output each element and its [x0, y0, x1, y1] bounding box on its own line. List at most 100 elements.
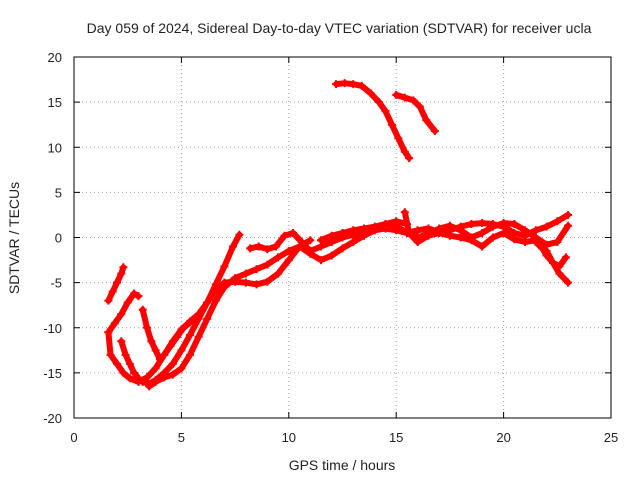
data-point — [488, 222, 497, 231]
data-point — [168, 370, 177, 379]
data-point — [297, 238, 306, 247]
data-point — [413, 226, 422, 235]
data-point — [424, 231, 433, 240]
data-point — [168, 359, 177, 368]
chart-title: Day 059 of 2024, Sidereal Day-to-day VTE… — [87, 20, 592, 36]
data-point — [370, 222, 379, 231]
data-point — [185, 317, 194, 326]
data-point — [456, 233, 465, 242]
data-point — [151, 364, 160, 373]
data-point — [220, 262, 229, 271]
data-point — [121, 350, 130, 359]
data-point — [392, 222, 401, 231]
data-point — [332, 80, 341, 89]
data-point — [203, 314, 212, 323]
data-point — [117, 337, 126, 346]
data-point — [125, 374, 134, 383]
y-tick-label: -5 — [50, 276, 62, 291]
data-point — [160, 373, 169, 382]
data-point — [147, 337, 156, 346]
data-point — [134, 374, 143, 383]
data-point — [338, 228, 347, 237]
data-point — [274, 253, 283, 262]
data-point — [185, 350, 194, 359]
data-point — [521, 238, 530, 247]
data-point — [564, 221, 573, 230]
data-point — [125, 359, 134, 368]
data-point — [134, 292, 143, 301]
data-point — [366, 89, 375, 98]
data-point — [211, 285, 220, 294]
data-point — [445, 221, 454, 230]
data-point — [349, 238, 358, 247]
data-point — [510, 219, 519, 228]
data-point — [564, 278, 573, 287]
data-point — [409, 96, 418, 105]
data-point — [280, 231, 289, 240]
data-point — [104, 296, 113, 305]
y-axis-label: SDTVAR / TECUs — [6, 182, 22, 294]
data-point — [564, 210, 573, 219]
data-point — [263, 277, 272, 286]
y-tick-label: 20 — [48, 50, 62, 65]
data-point — [430, 127, 439, 136]
data-point — [246, 244, 255, 253]
data-point — [151, 377, 160, 386]
x-tick-label: 10 — [282, 430, 296, 445]
data-point — [263, 260, 272, 269]
data-point — [306, 247, 315, 256]
data-point — [400, 93, 409, 102]
data-point — [375, 98, 384, 107]
series-track-10 — [532, 239, 569, 270]
data-point — [145, 382, 154, 391]
data-point — [555, 269, 564, 278]
data-point — [271, 242, 280, 251]
data-point — [542, 222, 551, 231]
data-point — [317, 256, 326, 265]
data-point — [143, 323, 152, 332]
x-tick-label: 15 — [389, 430, 403, 445]
data-point — [499, 228, 508, 237]
data-point — [413, 238, 422, 247]
data-point — [381, 107, 390, 116]
data-point — [357, 81, 366, 90]
data-point — [252, 280, 261, 289]
data-point — [106, 350, 115, 359]
data-point — [531, 226, 540, 235]
data-point — [499, 219, 508, 228]
data-point — [349, 226, 358, 235]
data-point — [306, 236, 315, 245]
data-point — [123, 298, 132, 307]
data-point — [561, 253, 570, 262]
y-tick-label: -15 — [43, 366, 62, 381]
data-point — [130, 289, 139, 298]
data-point — [179, 323, 188, 332]
data-point — [231, 274, 240, 283]
data-point — [112, 278, 121, 287]
data-point — [327, 251, 336, 260]
data-point — [119, 263, 128, 272]
data-point — [405, 228, 414, 237]
data-point — [359, 224, 368, 233]
data-point — [338, 244, 347, 253]
data-point — [467, 219, 476, 228]
data-point — [284, 256, 293, 265]
y-tick-label: 10 — [48, 140, 62, 155]
y-tick-label: -10 — [43, 321, 62, 336]
data-point — [400, 147, 409, 156]
data-point — [488, 233, 497, 242]
data-point — [228, 242, 237, 251]
data-point — [405, 154, 414, 163]
data-point — [194, 310, 203, 319]
data-point — [177, 346, 186, 355]
data-point — [549, 258, 558, 267]
data-point — [456, 226, 465, 235]
data-point — [478, 228, 487, 237]
data-point — [203, 298, 212, 307]
data-point — [553, 217, 562, 226]
data-point — [467, 236, 476, 245]
data-point — [445, 231, 454, 240]
data-point — [241, 278, 250, 287]
data-point — [553, 238, 562, 247]
